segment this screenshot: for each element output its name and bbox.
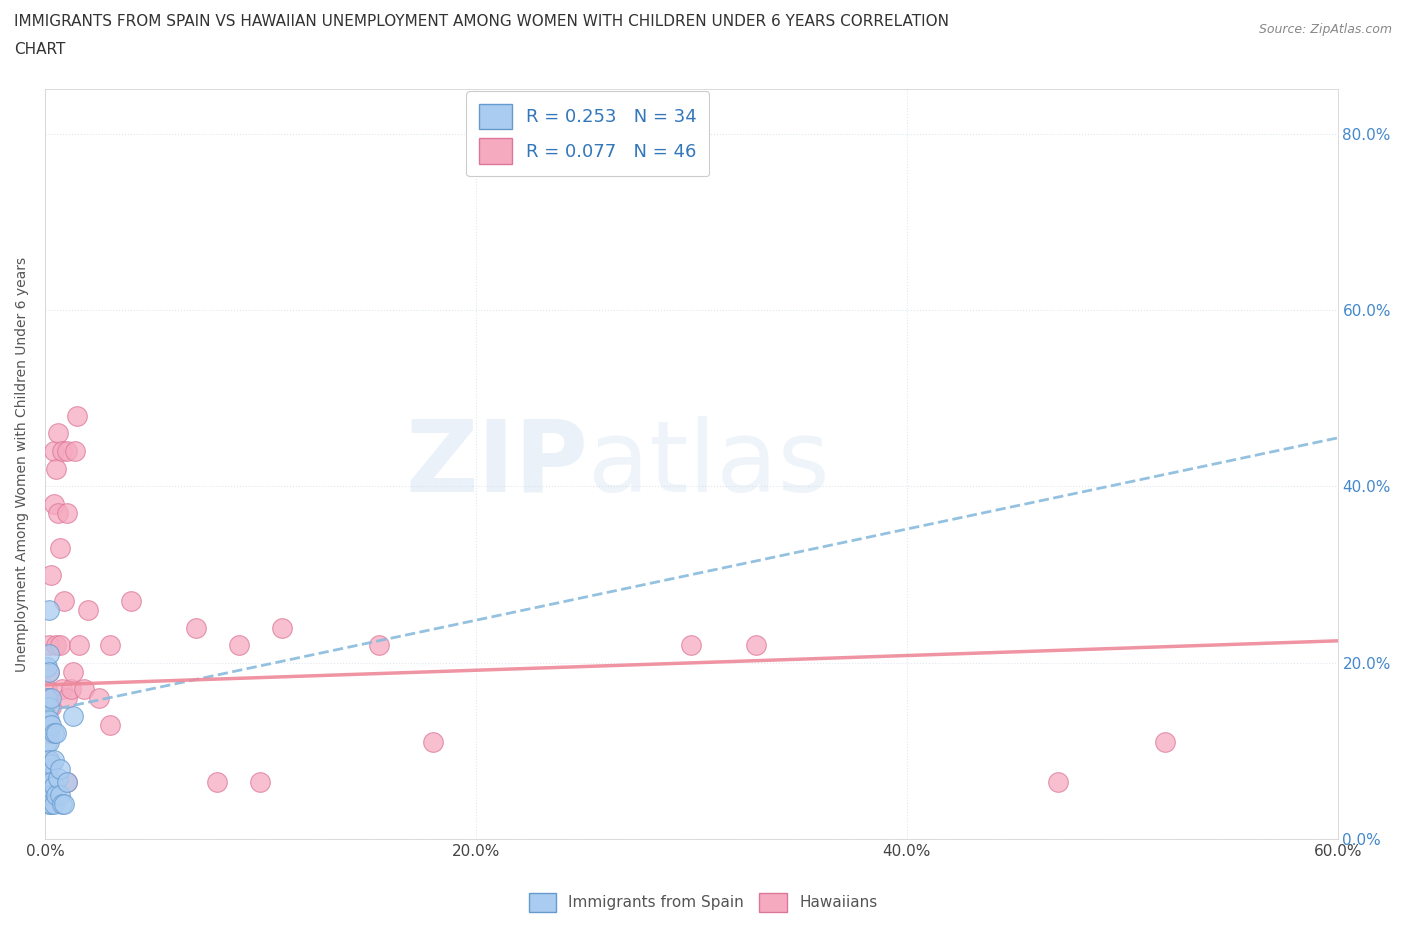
Point [51,444,73,458]
Point [38,726,60,741]
Point [42,779,65,794]
Point [45,788,67,803]
Point [51,682,73,697]
Point [37,682,59,697]
Text: ZIP: ZIP [405,416,588,512]
Point [37,691,59,706]
Point [62,664,84,679]
Point [38,664,60,679]
Point [41,717,63,732]
Point [745,638,768,653]
Point [41,567,63,582]
Point [49,638,72,653]
Point [73,682,96,697]
Point [42,497,65,512]
Point [37,726,59,741]
Point [53,593,76,608]
Point [49,762,72,777]
Point [38,770,60,785]
Point [46,426,69,441]
Point [62,709,84,724]
Point [59,682,82,697]
Point [38,779,60,794]
Point [45,461,67,476]
Text: atlas: atlas [588,416,830,512]
Point [42,797,65,812]
Text: Source: ZipAtlas.com: Source: ZipAtlas.com [1258,23,1392,36]
Point [38,603,60,618]
Point [55,505,77,520]
Point [38,699,60,714]
Point [42,752,65,767]
Point [422,735,444,750]
Point [37,712,59,727]
Point [41,788,63,803]
Point [51,797,73,812]
Point [41,757,63,772]
Point [45,726,67,741]
Point [249,775,271,790]
Point [37,660,59,675]
Point [87,691,110,706]
Point [228,638,250,653]
Point [49,540,72,555]
Point [77,603,100,618]
Point [41,775,63,790]
Point [46,505,69,520]
Point [66,408,89,423]
Point [55,691,77,706]
Legend: Immigrants from Spain, Hawaiians: Immigrants from Spain, Hawaiians [523,887,883,918]
Point [38,646,60,661]
Point [37,762,59,777]
Point [38,691,60,706]
Point [42,726,65,741]
Point [55,775,77,790]
Point [53,797,76,812]
Point [49,788,72,803]
Point [1154,735,1177,750]
Point [38,797,60,812]
Point [184,620,207,635]
Legend: R = 0.253   N = 34, R = 0.077   N = 46: R = 0.253 N = 34, R = 0.077 N = 46 [467,91,710,177]
Point [69,638,91,653]
Point [41,797,63,812]
Point [37,735,59,750]
Point [98,717,121,732]
Point [98,638,121,653]
Point [63,444,86,458]
Point [207,775,229,790]
Point [38,752,60,767]
Point [38,638,60,653]
Point [271,620,294,635]
Point [55,775,77,790]
Point [38,752,60,767]
Point [38,664,60,679]
Point [41,699,63,714]
Point [38,735,60,750]
Text: CHART: CHART [14,42,66,57]
Point [45,638,67,653]
Point [367,638,389,653]
Point [55,444,77,458]
Point [38,712,60,727]
Point [42,444,65,458]
Point [1046,775,1069,790]
Point [46,770,69,785]
Y-axis label: Unemployment Among Women with Children Under 6 years: Unemployment Among Women with Children U… [15,257,30,672]
Text: IMMIGRANTS FROM SPAIN VS HAWAIIAN UNEMPLOYMENT AMONG WOMEN WITH CHILDREN UNDER 6: IMMIGRANTS FROM SPAIN VS HAWAIIAN UNEMPL… [14,14,949,29]
Point [41,691,63,706]
Point [120,593,142,608]
Point [681,638,703,653]
